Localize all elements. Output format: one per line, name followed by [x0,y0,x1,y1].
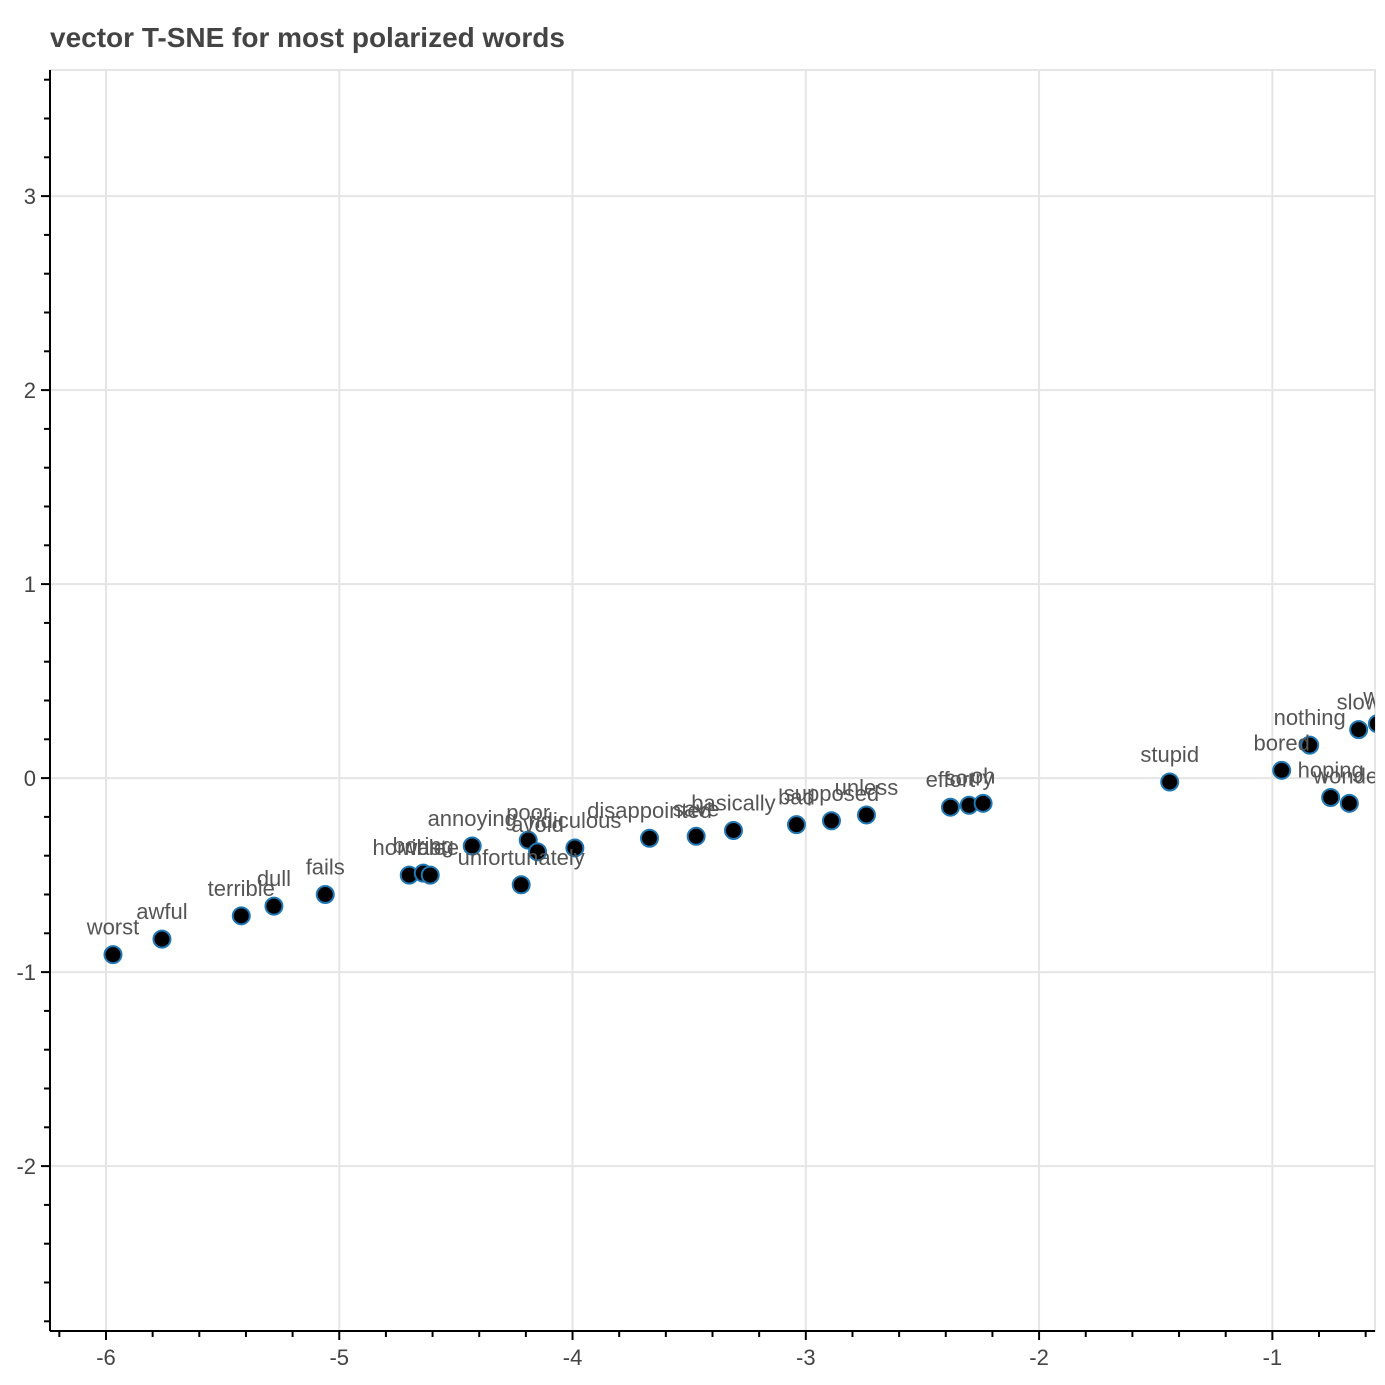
data-point [103,945,123,965]
data-point [1321,788,1341,807]
point-label: wonder [1312,763,1385,788]
point-label: oh [971,763,995,788]
x-tick-label: -5 [329,1345,349,1370]
point-label: effort [926,767,976,792]
plot-frame [49,69,1376,1332]
point-label: worst [86,915,140,940]
point-label: boring [393,833,454,858]
y-tick-label: -1 [16,960,36,985]
point-label: poor [506,800,550,825]
axes: -6 -5 -4 -3 -2 -1 -2 -1 0 1 2 3 [16,70,1375,1370]
data-point [821,811,841,831]
chart-title: vector T-SNE for most polarized words [50,22,565,53]
data-point [231,906,251,926]
point-label: unless [835,775,899,800]
grid [50,70,1375,1331]
point-label: avoid [511,812,564,837]
y-tick-label: 0 [24,766,36,791]
data-point [1272,760,1292,780]
y-tick-label: 3 [24,184,36,209]
data-point [856,805,876,825]
data-point [1300,735,1320,755]
point-label: hoping [1298,758,1364,783]
data-point [462,836,482,856]
data-point [723,820,743,840]
data-point [1349,720,1369,740]
data-point [264,896,284,916]
point-label: supposed [784,781,879,806]
data-point [640,828,660,848]
point-label: stupid [1140,742,1199,767]
y-tick-label: -2 [16,1154,36,1179]
data-points [103,714,1375,965]
point-label: bad [778,785,815,810]
x-tick-label: -1 [1263,1345,1283,1370]
point-label: ridiculous [528,808,621,833]
point-label: unfortunately [458,845,585,870]
point-label: waste [400,835,458,860]
y-tick-label: 1 [24,572,36,597]
data-point [1367,714,1375,733]
point-label: dull [257,866,291,891]
point-label: we [1362,684,1385,709]
data-point [152,929,172,949]
point-label: save [673,796,719,821]
data-point [565,838,585,858]
data-point [786,815,806,835]
x-tick-label: -6 [96,1345,116,1370]
point-label: horrible [373,835,446,860]
x-tick-label: -2 [1029,1345,1049,1370]
point-label: disappointed [587,798,712,823]
data-point [1160,772,1180,792]
point-label: awful [136,899,187,924]
point-label: annoying [428,806,517,831]
data-point [511,875,531,895]
data-point [686,826,706,846]
y-tick-label: 2 [24,378,36,403]
data-point [1339,793,1359,813]
data-point [528,842,548,862]
point-label: sorry [945,765,994,790]
point-label: bored [1254,730,1310,755]
x-tick-label: -4 [563,1345,583,1370]
point-label: nothing [1274,705,1346,730]
data-point [973,793,993,813]
data-point [315,885,335,904]
data-point [420,865,440,885]
point-label: terrible [208,876,275,901]
point-label: fails [306,855,345,880]
point-label: basically [691,790,775,815]
data-point [940,797,960,817]
point-label: slow [1337,690,1381,715]
x-tick-label: -3 [796,1345,816,1370]
